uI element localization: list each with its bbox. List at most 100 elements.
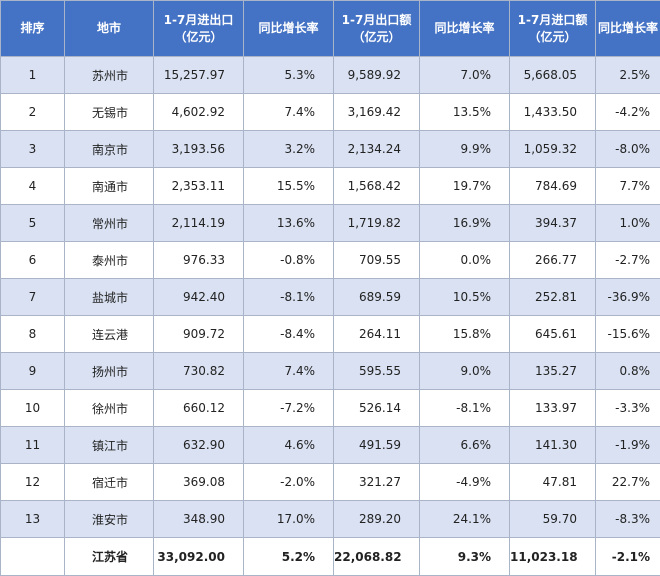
- city-cell: 苏州市: [65, 57, 154, 94]
- city-cell: 无锡市: [65, 94, 154, 131]
- import-growth-cell: 0.8%: [596, 353, 660, 390]
- import-growth-cell: -8.0%: [596, 131, 660, 168]
- export-growth-cell: 9.9%: [420, 131, 510, 168]
- total-trade-cell: 369.08: [154, 464, 244, 501]
- total-trade-cell: 909.72: [154, 316, 244, 353]
- total-trade-cell: 2,353.11: [154, 168, 244, 205]
- export-growth-cell: 24.1%: [420, 501, 510, 538]
- total-trade-cell: 942.40: [154, 279, 244, 316]
- city-cell: 徐州市: [65, 390, 154, 427]
- total-trade-cell: 348.90: [154, 501, 244, 538]
- import-growth-cell: 1.0%: [596, 205, 660, 242]
- export-cell: 321.27: [334, 464, 420, 501]
- export-growth-cell: 7.0%: [420, 57, 510, 94]
- rank-cell: 13: [1, 501, 65, 538]
- city-cell: 盐城市: [65, 279, 154, 316]
- rank-cell: 7: [1, 279, 65, 316]
- import-growth-cell: -4.2%: [596, 94, 660, 131]
- import-growth-cell: -3.3%: [596, 390, 660, 427]
- total-trade-cell: 976.33: [154, 242, 244, 279]
- total-growth-cell: 15.5%: [244, 168, 334, 205]
- rank-cell: 5: [1, 205, 65, 242]
- export-growth-cell: 15.8%: [420, 316, 510, 353]
- total-trade-cell: 730.82: [154, 353, 244, 390]
- total-trade-cell: 3,193.56: [154, 131, 244, 168]
- export-cell: 3,169.42: [334, 94, 420, 131]
- import-growth-cell: -2.7%: [596, 242, 660, 279]
- total-import-growth-cell: -2.1%: [596, 538, 660, 576]
- export-cell: 491.59: [334, 427, 420, 464]
- export-growth-cell: 0.0%: [420, 242, 510, 279]
- total-growth-cell: -7.2%: [244, 390, 334, 427]
- city-cell: 常州市: [65, 205, 154, 242]
- total-trade-cell: 632.90: [154, 427, 244, 464]
- import-growth-header: 同比增长率: [596, 1, 660, 57]
- export-cell: 709.55: [334, 242, 420, 279]
- total-growth-cell: -8.1%: [244, 279, 334, 316]
- export-cell: 1,568.42: [334, 168, 420, 205]
- import-cell: 59.70: [510, 501, 596, 538]
- export-growth-cell: 10.5%: [420, 279, 510, 316]
- city-cell: 淮安市: [65, 501, 154, 538]
- import-cell: 1,433.50: [510, 94, 596, 131]
- import-cell: 266.77: [510, 242, 596, 279]
- total-growth-cell: 4.6%: [244, 427, 334, 464]
- export-cell: 2,134.24: [334, 131, 420, 168]
- export-cell: 689.59: [334, 279, 420, 316]
- import-growth-cell: -8.3%: [596, 501, 660, 538]
- import-growth-cell: 22.7%: [596, 464, 660, 501]
- import-cell: 645.61: [510, 316, 596, 353]
- rank-cell: 10: [1, 390, 65, 427]
- import-header: 1-7月进口额（亿元）: [510, 1, 596, 57]
- export-cell: 526.14: [334, 390, 420, 427]
- rank-cell: 6: [1, 242, 65, 279]
- export-cell: 595.55: [334, 353, 420, 390]
- import-growth-cell: -36.9%: [596, 279, 660, 316]
- total-growth-header: 同比增长率: [244, 1, 334, 57]
- city-header: 地市: [65, 1, 154, 57]
- total-city-cell: 江苏省: [65, 538, 154, 576]
- total-growth-cell: 13.6%: [244, 205, 334, 242]
- total-growth-cell: -2.0%: [244, 464, 334, 501]
- export-growth-cell: 19.7%: [420, 168, 510, 205]
- city-cell: 扬州市: [65, 353, 154, 390]
- export-growth-header: 同比增长率: [420, 1, 510, 57]
- rank-cell: 4: [1, 168, 65, 205]
- export-growth-cell: -4.9%: [420, 464, 510, 501]
- total-growth-cell: 7.4%: [244, 353, 334, 390]
- rank-cell: 1: [1, 57, 65, 94]
- city-cell: 南京市: [65, 131, 154, 168]
- export-growth-cell: 16.9%: [420, 205, 510, 242]
- import-growth-cell: 2.5%: [596, 57, 660, 94]
- total-trade-cell: 15,257.97: [154, 57, 244, 94]
- total-export-growth-cell: 9.3%: [420, 538, 510, 576]
- total-trade-cell: 4,602.92: [154, 94, 244, 131]
- import-cell: 5,668.05: [510, 57, 596, 94]
- rank-cell: 8: [1, 316, 65, 353]
- export-growth-cell: -8.1%: [420, 390, 510, 427]
- total-trade-cell: 660.12: [154, 390, 244, 427]
- total-total-trade-cell: 33,092.00: [154, 538, 244, 576]
- rank-cell: 12: [1, 464, 65, 501]
- total-total-growth-cell: 5.2%: [244, 538, 334, 576]
- import-growth-cell: -1.9%: [596, 427, 660, 464]
- import-cell: 784.69: [510, 168, 596, 205]
- total-growth-cell: -0.8%: [244, 242, 334, 279]
- city-cell: 镇江市: [65, 427, 154, 464]
- export-cell: 264.11: [334, 316, 420, 353]
- export-header: 1-7月出口额（亿元）: [334, 1, 420, 57]
- rank-cell: 9: [1, 353, 65, 390]
